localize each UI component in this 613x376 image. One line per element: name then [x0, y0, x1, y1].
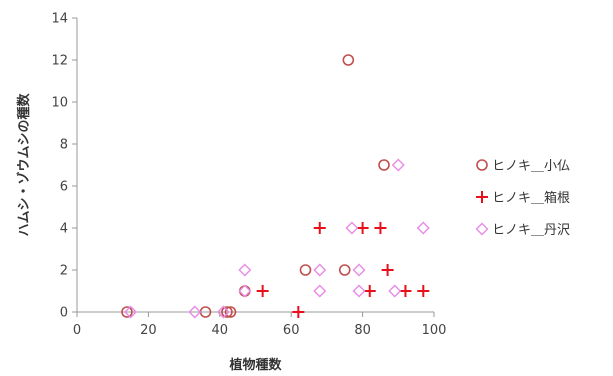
data-point [313, 284, 327, 298]
legend-label: ヒノキ＿小仏 [492, 159, 570, 174]
data-point [121, 306, 133, 318]
data-point [342, 54, 355, 66]
data-point [292, 306, 305, 318]
data-point [338, 264, 351, 276]
data-point [417, 285, 430, 297]
data-point [238, 285, 251, 297]
y-axis-title: ハムシ・ゾウムシの種数 [16, 93, 32, 237]
legend-marker [476, 191, 488, 203]
data-point [299, 264, 312, 276]
data-point [188, 305, 202, 319]
series-3 [124, 158, 430, 319]
legend-marker [475, 222, 489, 236]
legend-label: ヒノキ＿箱根 [492, 190, 570, 206]
data-point [378, 159, 390, 171]
legend-item: ヒノキ＿小仏 [476, 159, 570, 174]
data-point [313, 222, 326, 234]
series-2 [256, 222, 430, 318]
y-tick-label: 8 [60, 138, 68, 153]
x-tick-label: 20 [140, 323, 157, 338]
x-tick-label: 100 [422, 323, 447, 338]
y-tick-label: 14 [51, 12, 68, 27]
y-tick-label: 4 [60, 222, 68, 237]
data-point [238, 284, 252, 298]
data-point [381, 264, 394, 276]
data-point [416, 221, 430, 235]
tick-labels: 0 2 4 6 8 10 12 14 0 20 40 60 80 100 [51, 12, 446, 339]
series-1 [121, 54, 390, 318]
data-point [313, 263, 327, 277]
data-point [356, 222, 369, 234]
data-point [391, 158, 405, 172]
x-tick-label: 40 [212, 323, 229, 338]
y-tick-label: 0 [60, 306, 68, 321]
data-point [216, 305, 230, 319]
axes [76, 18, 434, 313]
data-point [374, 222, 387, 234]
data-points [121, 54, 430, 319]
legend-label: ヒノキ＿丹沢 [492, 223, 570, 238]
x-axis-title: 植物種数 [228, 357, 282, 373]
y-tick-label: 2 [60, 264, 68, 279]
y-tick-label: 6 [60, 180, 68, 195]
data-point [224, 306, 237, 318]
data-point [352, 284, 366, 298]
data-point [345, 221, 359, 235]
data-point [124, 305, 138, 319]
legend-item: ヒノキ＿丹沢 [475, 222, 570, 238]
x-tick-label: 0 [73, 323, 81, 338]
legend-item: ヒノキ＿箱根 [476, 190, 570, 206]
x-tick-label: 80 [354, 323, 371, 338]
data-point [256, 285, 269, 297]
data-point [221, 306, 233, 318]
x-tick-label: 60 [283, 323, 300, 338]
legend-marker [476, 159, 488, 171]
data-point [388, 284, 402, 298]
y-tick-label: 10 [51, 96, 68, 111]
data-point [399, 285, 412, 297]
data-point [352, 263, 366, 277]
data-point [238, 263, 252, 277]
y-tick-label: 12 [51, 54, 68, 69]
data-point [363, 285, 376, 297]
